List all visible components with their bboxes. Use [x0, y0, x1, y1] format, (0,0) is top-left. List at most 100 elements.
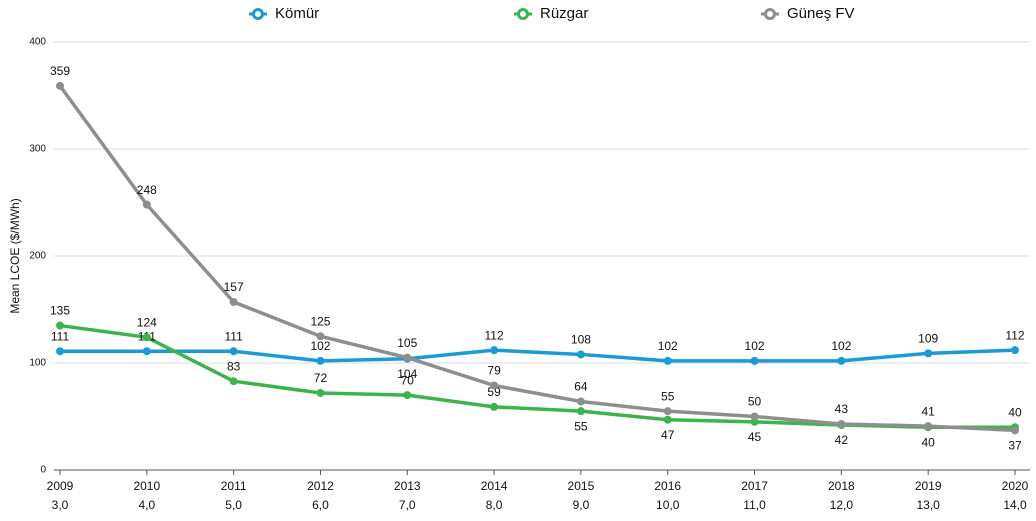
data-label: 359 [50, 64, 70, 78]
data-label: 72 [314, 371, 328, 385]
x-sublabel: 4,0 [138, 498, 155, 512]
series-line [58, 84, 1016, 433]
data-label: 43 [835, 402, 849, 416]
x-tick-label: 2017 [741, 479, 768, 493]
data-label: 55 [661, 389, 675, 403]
data-point [490, 402, 499, 411]
x-tick-label: 2020 [1002, 479, 1029, 493]
data-label: 70 [401, 373, 415, 387]
data-point [663, 415, 672, 424]
data-point [56, 321, 64, 330]
data-label: 108 [571, 333, 591, 347]
data-point [576, 397, 585, 406]
data-label: 125 [310, 314, 330, 328]
data-label: 64 [574, 380, 588, 394]
x-tick-label: 2009 [47, 479, 74, 493]
x-tick-label: 2012 [307, 479, 334, 493]
x-sublabel: 14,0 [1003, 498, 1027, 512]
data-point [837, 356, 846, 365]
data-point [229, 347, 238, 356]
data-point [490, 381, 499, 390]
data-label: 105 [397, 336, 417, 350]
data-point [924, 422, 933, 431]
x-sublabel: 11,0 [743, 498, 766, 512]
data-label: 109 [918, 332, 938, 346]
x-tick-label: 2014 [481, 479, 508, 493]
data-point [750, 412, 759, 421]
x-sublabel: 6,0 [312, 498, 329, 512]
x-sublabel: 10,0 [656, 498, 680, 512]
legend-marker [517, 8, 529, 20]
data-label: 124 [137, 315, 157, 329]
data-label: 111 [51, 329, 70, 343]
data-label: 50 [748, 395, 762, 409]
x-tick-label: 2018 [828, 479, 855, 493]
data-point [490, 346, 499, 355]
data-point [924, 349, 933, 358]
data-label: 102 [831, 339, 851, 353]
x-tick-label: 2010 [133, 479, 160, 493]
x-sublabel: 3,0 [52, 498, 69, 512]
data-point [56, 81, 64, 90]
data-point [837, 419, 846, 428]
data-label: 40 [1008, 405, 1022, 419]
data-point [576, 407, 585, 416]
data-point [229, 298, 238, 307]
data-label: 135 [50, 304, 70, 318]
x-sublabel: 8,0 [486, 498, 503, 512]
legend-marker [252, 8, 264, 20]
data-label: 37 [1008, 439, 1022, 453]
x-tick-label: 2019 [915, 479, 942, 493]
data-label: 112 [1005, 328, 1024, 342]
y-tick-label: 400 [29, 37, 46, 48]
data-point [663, 356, 672, 365]
data-point [1011, 346, 1019, 355]
data-label: 42 [835, 433, 849, 447]
data-point [663, 407, 672, 416]
legend-label: Kömür [275, 5, 319, 22]
x-tick-label: 2013 [394, 479, 421, 493]
data-point [750, 356, 759, 365]
data-point [403, 353, 412, 362]
data-point [142, 200, 151, 209]
legend-label: Rüzgar [540, 5, 588, 22]
data-point [316, 356, 325, 365]
x-sublabel: 7,0 [399, 498, 416, 512]
data-label: 248 [137, 183, 157, 197]
data-label: 102 [745, 339, 765, 353]
data-label: 45 [748, 430, 762, 444]
legend-marker [764, 8, 776, 20]
data-label: 79 [487, 364, 501, 378]
x-sublabel: 13,0 [917, 498, 941, 512]
data-label: 112 [485, 328, 504, 342]
data-point [142, 333, 151, 342]
legend-label: Güneş FV [787, 5, 855, 22]
x-tick-label: 2016 [654, 479, 681, 493]
data-label: 41 [922, 404, 936, 418]
x-sublabel: 9,0 [573, 498, 590, 512]
y-tick-label: 200 [29, 251, 46, 262]
x-tick-label: 2011 [221, 479, 247, 493]
data-label: 47 [661, 428, 675, 442]
series-line [59, 323, 1015, 429]
data-point [56, 347, 64, 356]
data-label: 59 [487, 385, 501, 399]
data-point [316, 388, 325, 397]
x-sublabel: 12,0 [830, 498, 854, 512]
data-label: 40 [922, 435, 936, 449]
data-point [229, 377, 238, 386]
y-tick-label: 300 [29, 144, 46, 155]
data-label: 55 [574, 419, 588, 433]
y-tick-label: 0 [40, 465, 46, 476]
data-point [576, 350, 585, 359]
data-label: 104 [397, 367, 417, 381]
data-label: 111 [225, 329, 244, 343]
data-point [316, 332, 325, 341]
data-point [1011, 426, 1019, 435]
x-sublabel: 5,0 [225, 498, 242, 512]
x-tick-label: 2015 [568, 479, 595, 493]
data-label: 157 [224, 280, 244, 294]
y-tick-label: 100 [29, 358, 46, 369]
series-line [60, 348, 1016, 363]
